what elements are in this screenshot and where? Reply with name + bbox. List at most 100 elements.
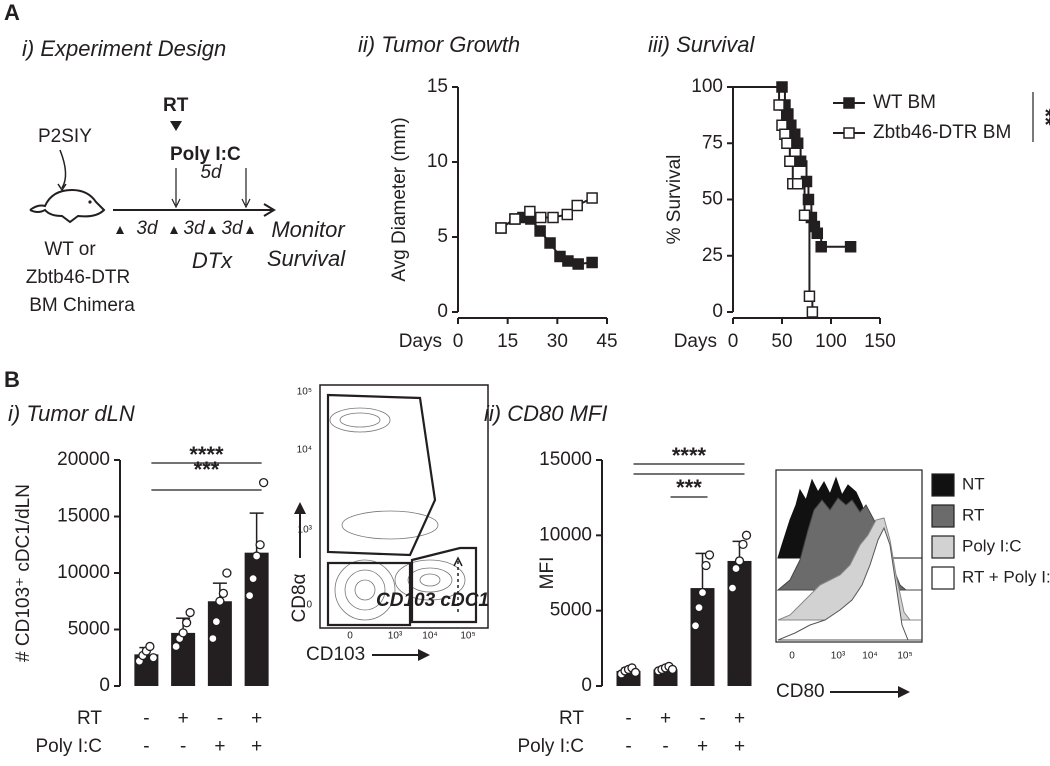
panel-letter: A [4, 0, 20, 25]
legend-label: NT [962, 474, 985, 493]
y-tick-label: 75 [702, 132, 723, 153]
hist-tick: 10⁴ [862, 651, 877, 662]
point [586, 192, 598, 204]
condition-value: - [625, 736, 631, 757]
legend-label: RT [962, 505, 984, 524]
y-tick-label: 0 [99, 675, 110, 696]
point [544, 237, 556, 249]
hist-tick: 10⁵ [897, 651, 912, 662]
legend-swatch [931, 535, 955, 559]
hist-tick: 0 [789, 651, 795, 662]
polyic-label: Poly I:C [170, 144, 241, 165]
legend-label: RT + Poly I:C [962, 567, 1050, 586]
point [794, 155, 807, 167]
condition-value: + [697, 736, 708, 757]
y-axis-label: Avg Diameter (mm) [389, 117, 410, 281]
arrow-head [453, 556, 463, 567]
condition-value: - [180, 736, 186, 757]
data-point [701, 560, 711, 571]
condition-label: RT [77, 708, 102, 729]
chart-title: ii) CD80 MFI [484, 401, 607, 426]
x-tick-label: 100 [815, 331, 847, 352]
point [791, 178, 804, 190]
point [562, 255, 574, 267]
condition-value: - [217, 708, 223, 729]
condition-value: + [251, 708, 262, 729]
data-point [248, 574, 258, 584]
x-axis-label: Days [674, 331, 717, 352]
monitor-line: Monitor [271, 217, 346, 242]
arrow-head [241, 198, 251, 209]
flow-tick: 0 [347, 631, 353, 642]
y-tick-label: 10 [427, 151, 448, 172]
histogram: 0 10³ 10⁴ 10⁵ CD80 [775, 469, 923, 702]
gate-label: CD103 cDC1 [376, 590, 489, 611]
data-point [741, 530, 752, 540]
dtx-interval: 3d [183, 218, 206, 239]
significance: *** [676, 475, 702, 500]
point [571, 199, 583, 212]
chart-title: ii) Tumor Growth [358, 32, 520, 57]
interval-label: 5d [200, 162, 223, 183]
data-point [690, 621, 701, 631]
x-tick-label: 0 [728, 331, 739, 352]
point [509, 213, 521, 225]
axis-arrow-head [418, 649, 430, 661]
y-tick-label: 50 [702, 189, 723, 210]
y-tick-label: 15 [427, 76, 448, 97]
legend-swatch [931, 473, 955, 497]
y-tick-label: 100 [691, 76, 723, 97]
legend-swatch [931, 566, 955, 590]
y-axis-label: % Survival [664, 155, 685, 245]
data-point [667, 664, 678, 675]
gate [326, 393, 437, 557]
flow-tick: 10⁵ [297, 387, 312, 398]
x-tick-label: 50 [771, 331, 792, 352]
bar [171, 632, 196, 686]
point [535, 211, 547, 224]
y-tick-label: 5 [437, 226, 448, 247]
legend-label: WT BM [873, 92, 936, 113]
data-point [251, 551, 262, 561]
significance: **** [189, 442, 224, 467]
series-line [733, 86, 814, 312]
y-tick-label: 10000 [539, 524, 592, 545]
y-tick-label: 15000 [57, 506, 110, 527]
timeline-head [263, 203, 276, 217]
legend-label: Zbtb46-DTR BM [873, 122, 1011, 143]
point [791, 137, 804, 149]
point [547, 211, 559, 224]
data-point [244, 590, 255, 601]
mouse-line: Zbtb46-DTR [26, 267, 131, 288]
y-axis-label: # CD103⁺ cDC1/dLN [13, 484, 34, 662]
flow-tick: 10⁴ [422, 631, 437, 642]
flow-tick: 10³ [298, 525, 313, 536]
mouse-line: BM Chimera [29, 295, 135, 316]
hist-rt-polyic [777, 526, 922, 641]
significance: **** [672, 443, 707, 468]
flow-tick: 0 [306, 600, 312, 611]
condition-value: + [251, 736, 262, 757]
x-tick-label: 45 [596, 331, 617, 352]
model-label: P2SIY [38, 126, 92, 147]
point [803, 290, 816, 302]
contours [329, 407, 466, 621]
arrow-head [57, 183, 67, 192]
y-tick-label: 0 [437, 301, 448, 322]
legend-swatch [931, 504, 955, 528]
mouse-eye [88, 200, 92, 204]
flow-tick: 10⁵ [460, 631, 475, 642]
legend-marker [843, 97, 855, 109]
flow-plot: CD103 cDC1 0 10³ 10⁴ 10⁵ 10⁵ 10⁴ 10³ 0 C… [289, 384, 489, 665]
y-tick-label: 0 [712, 301, 723, 322]
data-point [258, 477, 269, 488]
bar [727, 560, 752, 686]
arrow-head [171, 198, 181, 209]
condition-value: + [660, 708, 671, 729]
point [806, 306, 819, 318]
data-point [255, 540, 265, 550]
flow-xlabel: CD103 [306, 644, 365, 665]
data-point [181, 618, 192, 628]
point [572, 258, 584, 270]
